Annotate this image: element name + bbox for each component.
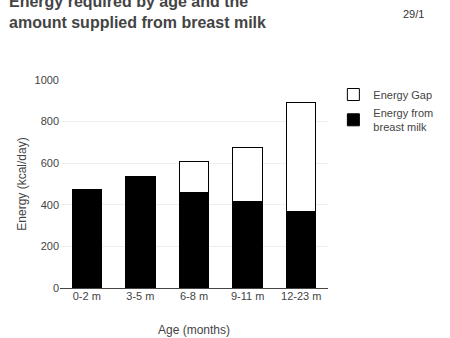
svg-text:400: 400: [41, 199, 59, 211]
svg-text:3-5 m: 3-5 m: [126, 290, 154, 302]
svg-text:Energy Gap: Energy Gap: [373, 89, 432, 101]
svg-text:Energy (kcal/day): Energy (kcal/day): [15, 137, 29, 230]
svg-text:1000: 1000: [35, 74, 59, 86]
svg-text:6-8 m: 6-8 m: [180, 290, 208, 302]
svg-text:12-23 m: 12-23 m: [281, 290, 321, 302]
svg-text:0: 0: [53, 282, 59, 294]
svg-text:9-11 m: 9-11 m: [231, 290, 264, 302]
svg-text:29/1: 29/1: [403, 8, 424, 20]
svg-text:800: 800: [41, 115, 59, 127]
svg-text:Energy required by age and the: Energy required by age and theamount sup…: [9, 0, 266, 31]
svg-text:600: 600: [41, 157, 59, 169]
svg-text:Age (months): Age (months): [158, 323, 230, 337]
svg-text:200: 200: [41, 240, 59, 252]
svg-text:Energy frombreast milk: Energy frombreast milk: [373, 107, 433, 133]
svg-text:0-2 m: 0-2 m: [73, 290, 101, 302]
